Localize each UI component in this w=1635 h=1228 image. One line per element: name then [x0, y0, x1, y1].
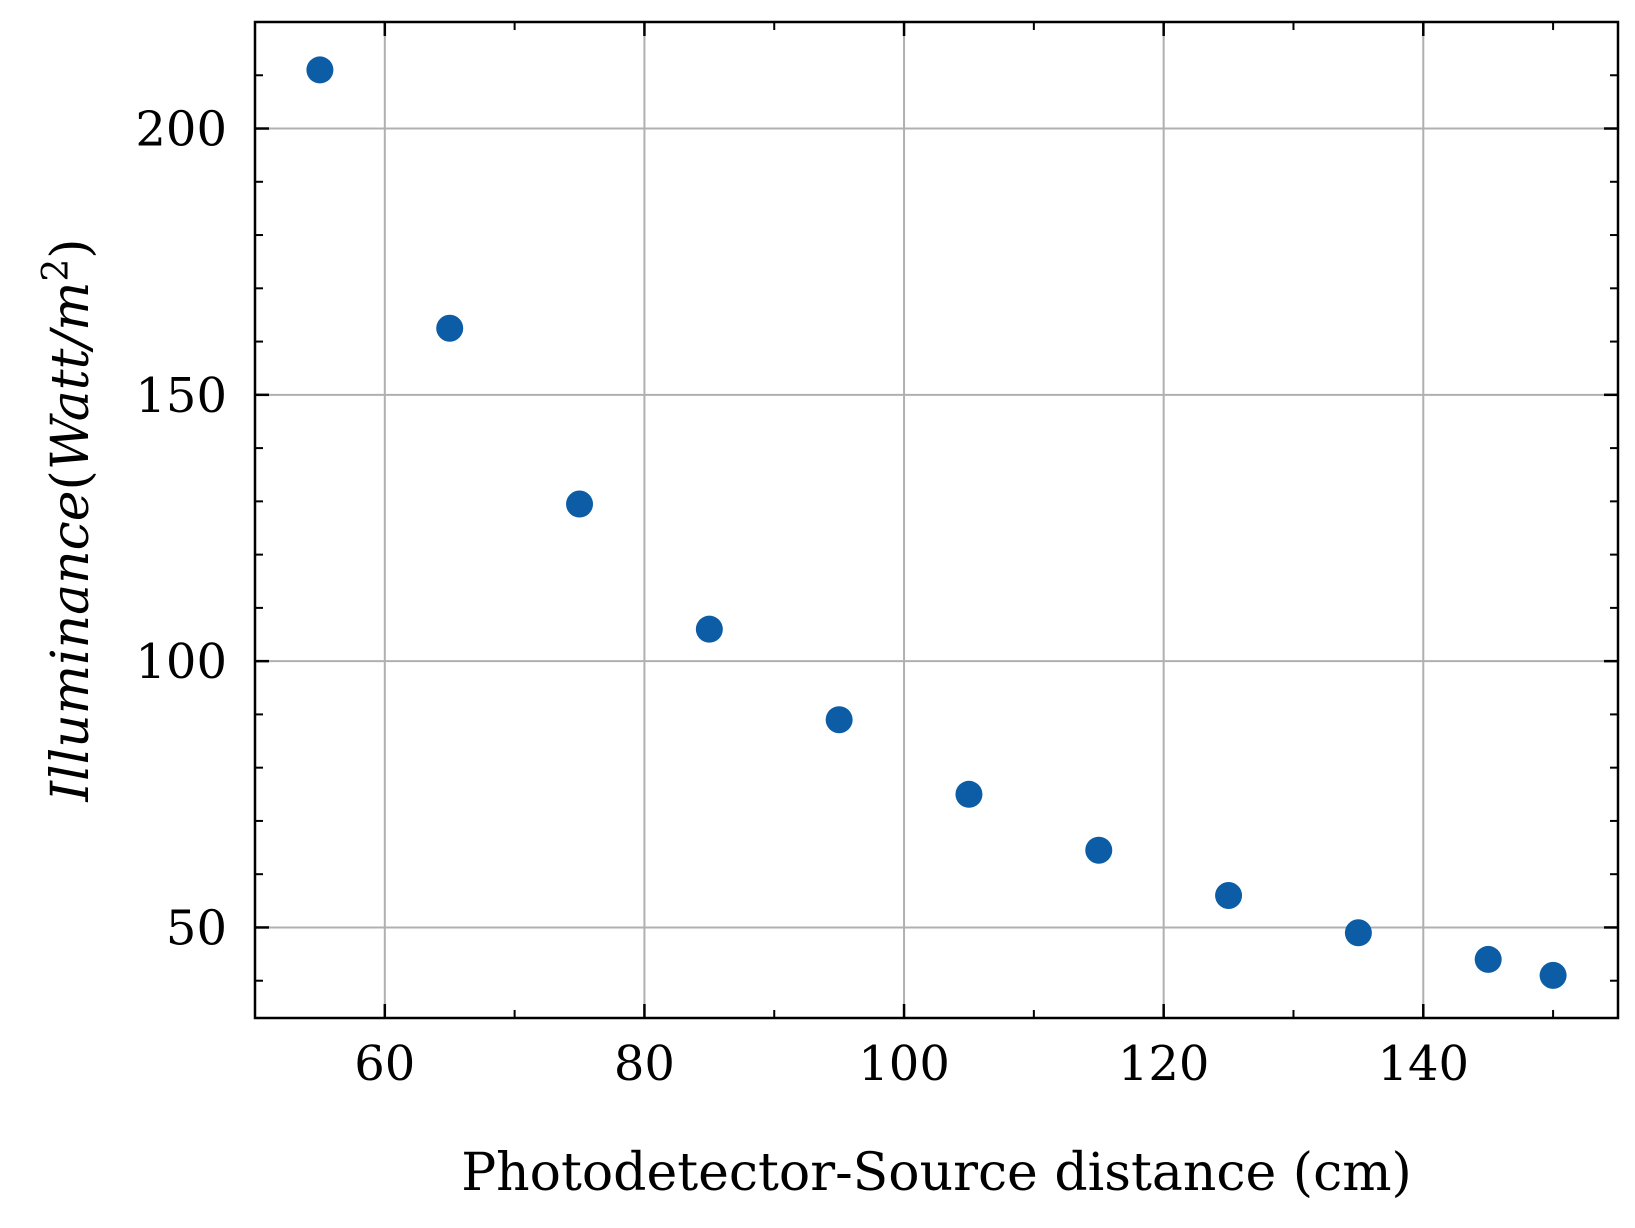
- grid-lines: [255, 22, 1618, 1018]
- data-point: [955, 780, 983, 808]
- x-tick-label: 120: [1118, 1036, 1210, 1092]
- y-tick-label: 50: [166, 900, 227, 956]
- data-point: [1215, 881, 1243, 909]
- x-tick-label: 140: [1377, 1036, 1469, 1092]
- data-point: [566, 490, 594, 518]
- data-point: [825, 706, 853, 734]
- y-tick-labels: 50 100 150 200: [135, 102, 227, 957]
- y-axis-label-open-paren: (: [41, 470, 101, 490]
- y-tick-label: 200: [135, 102, 227, 158]
- y-tick-label: 150: [135, 368, 227, 424]
- data-point: [1344, 919, 1372, 947]
- data-point: [306, 56, 334, 84]
- x-tick-labels: 60 80 100 120 140: [354, 1036, 1469, 1092]
- data-points: [306, 56, 1567, 989]
- y-axis-label: Illuminance(Watt/m2): [36, 238, 101, 802]
- data-point: [1539, 961, 1567, 989]
- data-point: [695, 615, 723, 643]
- data-point: [1085, 836, 1113, 864]
- data-point: [1474, 945, 1502, 973]
- x-axis-label: Photodetector-Source distance (cm): [461, 1143, 1412, 1203]
- plot-frame: [253, 20, 1620, 1020]
- tick-marks: [254, 22, 1618, 1018]
- x-tick-label: 80: [614, 1036, 675, 1092]
- y-axis-label-exponent: 2: [36, 259, 77, 282]
- x-tick-label: 60: [354, 1036, 415, 1092]
- x-tick-label: 100: [858, 1036, 950, 1092]
- y-axis-label-close-paren: ): [41, 238, 101, 258]
- y-axis-label-quantity: Illuminance: [41, 490, 101, 802]
- y-axis-label-unit: Watt/m: [41, 282, 101, 471]
- y-tick-label: 100: [135, 634, 227, 690]
- data-point: [436, 314, 464, 342]
